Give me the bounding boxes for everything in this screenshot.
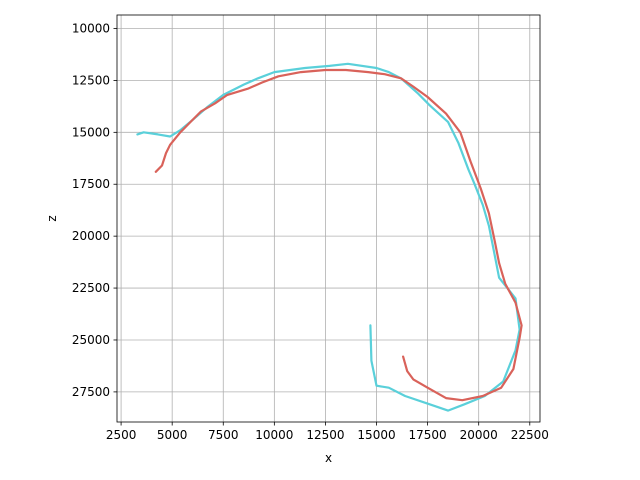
x-tick-label: 5000 — [157, 428, 188, 442]
x-tick-label: 17500 — [409, 428, 447, 442]
series-2-line — [154, 68, 523, 402]
y-tick-label: 25000 — [72, 333, 110, 347]
grid — [117, 15, 540, 422]
y-tick-label: 20000 — [72, 229, 110, 243]
y-tick-label: 27500 — [72, 385, 110, 399]
x-axis-label: x — [325, 451, 332, 465]
x-tick-label: 22500 — [511, 428, 549, 442]
y-tick-label: 12500 — [72, 73, 110, 87]
x-tick-label: 15000 — [357, 428, 395, 442]
y-axis-label: z — [45, 215, 59, 221]
axes-frame — [116, 14, 541, 423]
y-tick-label: 10000 — [72, 21, 110, 35]
ticks: 2500 5000 7500 10000 12500 15000 17500 20000 225… — [72, 21, 549, 442]
x-tick-label: 10000 — [255, 428, 293, 442]
y-tick-label: 22500 — [72, 281, 110, 295]
plot-area — [136, 62, 523, 412]
x-tick-label: 12500 — [306, 428, 344, 442]
x-tick-label: 2500 — [106, 428, 137, 442]
y-tick-label: 15000 — [72, 125, 110, 139]
series-1-line — [136, 62, 521, 412]
y-tick-label: 17500 — [72, 177, 110, 191]
x-tick-label: 7500 — [208, 428, 239, 442]
x-tick-label: 20000 — [460, 428, 498, 442]
